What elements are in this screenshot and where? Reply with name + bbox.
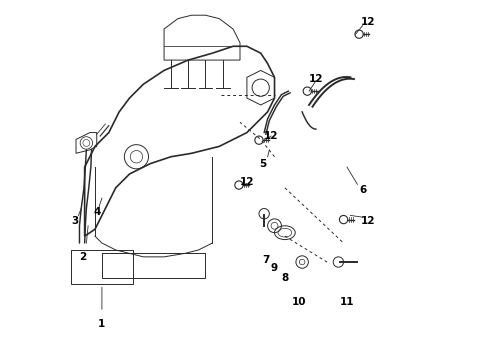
Text: 6: 6 <box>359 184 366 195</box>
Text: 2: 2 <box>79 252 86 262</box>
Text: 12: 12 <box>264 131 278 141</box>
Text: 11: 11 <box>340 297 354 307</box>
Text: 1: 1 <box>98 319 106 329</box>
Bar <box>71 250 133 284</box>
Text: 8: 8 <box>281 272 288 283</box>
Text: 9: 9 <box>271 263 278 273</box>
Text: 12: 12 <box>360 17 375 27</box>
Text: 3: 3 <box>72 216 79 226</box>
Text: 5: 5 <box>259 159 266 169</box>
Text: 7: 7 <box>262 255 270 265</box>
Text: 4: 4 <box>93 207 100 217</box>
Text: 12: 12 <box>360 216 375 226</box>
Text: 10: 10 <box>291 297 306 307</box>
Text: 12: 12 <box>309 74 323 84</box>
Text: 12: 12 <box>240 176 254 187</box>
